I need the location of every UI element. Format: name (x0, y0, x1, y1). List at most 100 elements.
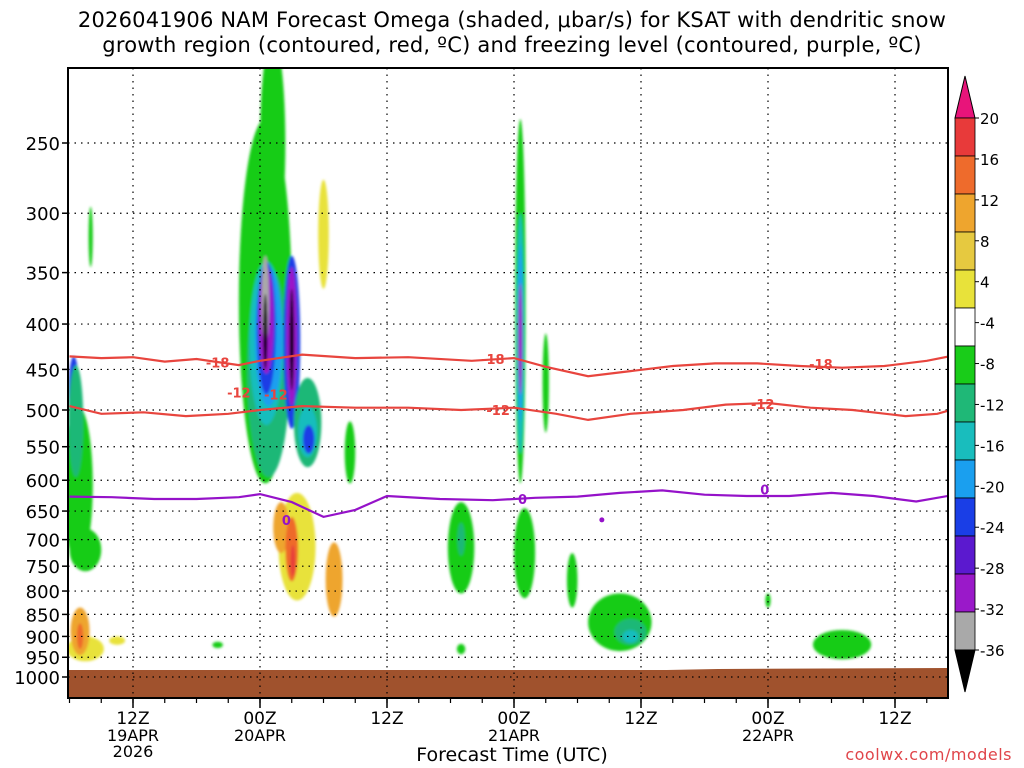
colorbar-label-3: 8 (980, 233, 990, 251)
omega-blob-47 (456, 643, 466, 655)
colorbar-label-6: -8 (980, 356, 995, 374)
contour-freezing-0 (69, 489, 948, 519)
colorbar-label-13: -36 (980, 642, 1005, 660)
omega-blob-21 (289, 288, 294, 391)
omega-blob-18 (263, 294, 268, 370)
omega-blob-39 (514, 508, 536, 599)
omega-blob-43 (622, 629, 639, 643)
colorbar-segment-5 (954, 307, 976, 347)
ytick-label-650: 650 (26, 502, 60, 523)
xtick-date-6: 19APR (107, 726, 159, 745)
contour-label-3: -18 (481, 353, 505, 368)
xtick-label-6: 12Z (116, 709, 149, 729)
plot-frame (67, 67, 949, 699)
colorbar-segment-0 (954, 117, 976, 157)
colorbar-label-10: -24 (980, 519, 1005, 537)
colorbar-top-triangle (954, 75, 976, 119)
xtick-label-54: 12Z (624, 709, 657, 729)
colorbar-segment-11 (954, 535, 976, 575)
colorbar-label-8: -16 (980, 437, 1005, 455)
omega-blob-4 (68, 365, 84, 478)
omega-shading (68, 68, 872, 662)
omega-blob-40 (542, 333, 549, 433)
colorbar-segment-9 (954, 459, 976, 499)
omega-blob-25 (318, 179, 329, 289)
xtick-label-30: 12Z (370, 709, 403, 729)
omega-blob-9 (109, 636, 126, 645)
omega-blob-7 (76, 623, 84, 650)
contour-label-1: -12 (264, 388, 288, 403)
omega-blob-46 (812, 629, 872, 660)
omega-blob-27 (273, 502, 290, 554)
colorbar-segment-7 (954, 383, 976, 423)
chart-title-line-1: 2026041906 NAM Forecast Omega (shaded, μ… (77, 8, 947, 32)
freezing-level-dot (599, 517, 605, 523)
ytick-label-600: 600 (26, 471, 60, 492)
gridlines (68, 68, 948, 698)
xtick-date-66: 22APR (742, 726, 794, 745)
plot-area: -18 -12 -12 -18 -12 -12 -18 0 0 0 (68, 68, 948, 698)
colorbar-label-11: -28 (980, 560, 1005, 578)
contour-label-7: 0 (282, 514, 291, 529)
omega-blob-34 (457, 522, 465, 556)
omega-blob-8 (88, 206, 93, 268)
ytick-label-900: 900 (26, 627, 60, 648)
contours: -18 -12 -12 -18 -12 -12 -18 0 0 0 (69, 353, 948, 529)
omega-blob-31 (344, 421, 356, 484)
ytick-label-800: 800 (26, 582, 60, 603)
ytick-label-400: 400 (26, 315, 60, 336)
colorbar-segment-2 (954, 193, 976, 233)
colorbar-bottom-triangle (954, 649, 976, 693)
source-credit-link[interactable]: coolwx.com/models (845, 745, 1012, 764)
axes: 2503003504004505005506006507007508008509… (14, 67, 949, 761)
omega-blob-11 (260, 68, 286, 250)
omega-blob-38 (518, 283, 523, 395)
ground-surface-edge (68, 668, 948, 676)
ytick-label-350: 350 (26, 264, 60, 285)
ytick-label-850: 850 (26, 605, 60, 626)
colorbar-segment-10 (954, 497, 976, 537)
omega-blob-30 (325, 542, 343, 617)
xtick-label-42: 00Z (497, 709, 530, 729)
colorbar-segment-4 (954, 269, 976, 309)
omega-blob-3 (69, 528, 102, 572)
contour-dgz-18 (69, 353, 948, 378)
colorbar-label-12: -32 (980, 601, 1005, 619)
colorbar-segment-1 (954, 155, 976, 195)
colorbar-label-5: -4 (980, 315, 995, 333)
colorbar-label-0: 20 (980, 110, 999, 128)
colorbar-label-4: 4 (980, 274, 990, 292)
xtick-date-18: 20APR (234, 726, 286, 745)
contour-label-0: -18 (206, 357, 230, 372)
colorbar-segment-6 (954, 345, 976, 385)
colorbar-label-7: -12 (980, 396, 1005, 414)
ytick-label-250: 250 (26, 134, 60, 155)
chart-title-line-2: growth region (contoured, red, ºC) and f… (102, 33, 922, 57)
colorbar-segment-12 (954, 573, 976, 613)
xtick-label-78: 12Z (878, 709, 911, 729)
contour-label-4: -12 (486, 404, 510, 419)
omega-blob-29 (290, 545, 295, 577)
ytick-label-950: 950 (26, 648, 60, 669)
x-axis-title: Forecast Time (UTC) (416, 744, 608, 766)
contour-label-9: 0 (760, 484, 769, 499)
colorbar: 20 16 12 8 4 -4 -8 -12 -16 -20 -24 -28 -32 -36 (954, 75, 1005, 693)
contour-label-2: -12 (227, 387, 251, 402)
xtick-label-18: 00Z (243, 709, 276, 729)
ytick-label-300: 300 (26, 204, 60, 225)
omega-blob-45 (765, 593, 771, 608)
xtick-year-6: 2026 (113, 742, 154, 761)
omega-blob-44 (566, 553, 578, 608)
colorbar-label-1: 16 (980, 151, 999, 169)
colorbar-label-2: 12 (980, 192, 999, 210)
ytick-label-1000: 1000 (14, 668, 60, 689)
omega-blob-32 (212, 641, 223, 649)
xtick-date-42: 21APR (488, 726, 540, 745)
colorbar-segment-3 (954, 231, 976, 271)
ytick-label-500: 500 (26, 401, 60, 422)
contour-label-8: 0 (518, 493, 527, 508)
contour-label-5: -12 (751, 398, 775, 413)
ytick-label-750: 750 (26, 557, 60, 578)
omega-blob-24 (302, 425, 315, 454)
